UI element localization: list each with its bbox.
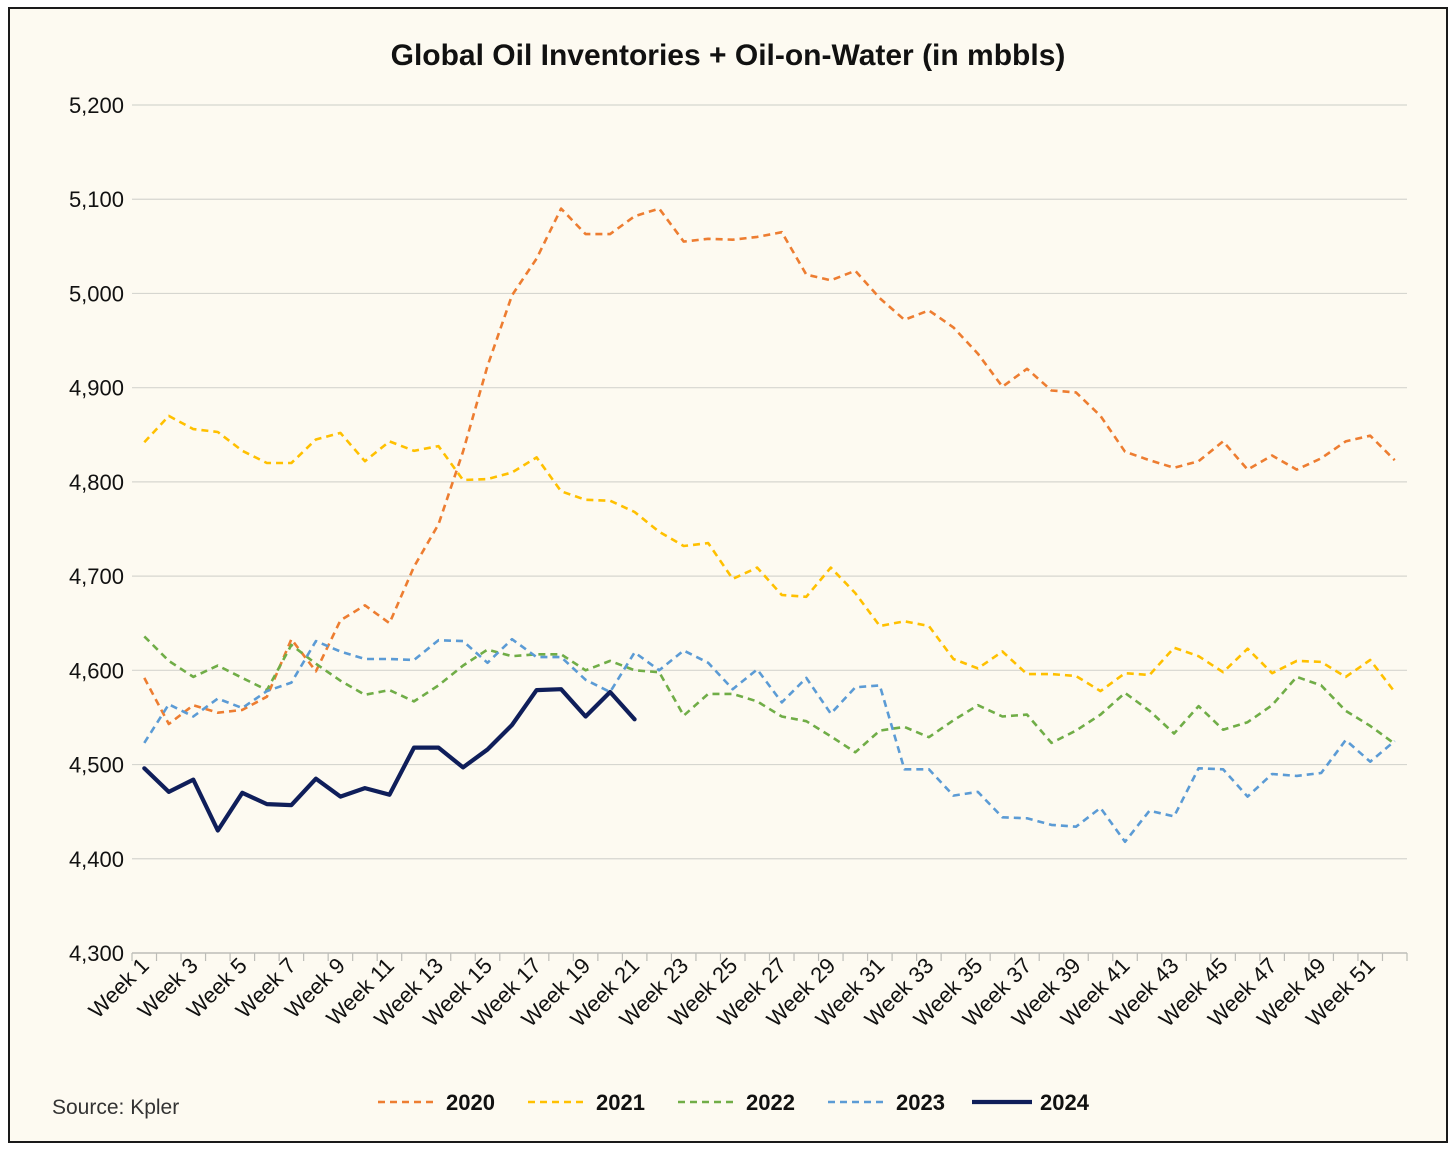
series-line-2024 (142, 687, 637, 833)
legend-label-2021: 2021 (596, 1090, 645, 1115)
legend-label-2023: 2023 (896, 1090, 945, 1115)
y-axis-ticks: 4,300 4,400 4,500 4,600 4,700 4,800 4,900 5,000… (69, 93, 124, 966)
legend-label-2024: 2024 (1040, 1090, 1090, 1115)
y-tick-label: 4,600 (69, 658, 124, 683)
chart-title: Global Oil Inventories + Oil-on-Water (i… (391, 39, 1066, 72)
y-tick-label: 4,400 (69, 847, 124, 872)
y-tick-label: 5,200 (69, 93, 124, 118)
legend-label-2022: 2022 (746, 1090, 795, 1115)
gridlines (132, 104, 1407, 860)
y-tick-label: 4,700 (69, 564, 124, 589)
y-tick-label: 4,500 (69, 753, 124, 778)
chart-frame: Global Oil Inventories + Oil-on-Water (i… (8, 7, 1448, 1143)
y-tick-label: 5,000 (69, 281, 124, 306)
source-note: Source: Kpler (52, 1096, 179, 1119)
series-line-2020 (143, 207, 1396, 726)
y-tick-label: 4,800 (69, 470, 124, 495)
series-line-2022 (143, 635, 1396, 754)
series-lines (142, 207, 1396, 844)
series-line-2023 (143, 637, 1396, 844)
chart-canvas: Global Oil Inventories + Oil-on-Water (i… (52, 39, 1408, 1119)
y-tick-label: 4,300 (69, 941, 124, 966)
series-line-2021 (143, 414, 1396, 693)
legend: 2020 2021 2022 2023 2024 (378, 1090, 1090, 1115)
legend-label-2020: 2020 (446, 1090, 495, 1115)
axes (131, 952, 1408, 961)
y-tick-label: 5,100 (69, 187, 124, 212)
y-tick-label: 4,900 (69, 376, 124, 401)
